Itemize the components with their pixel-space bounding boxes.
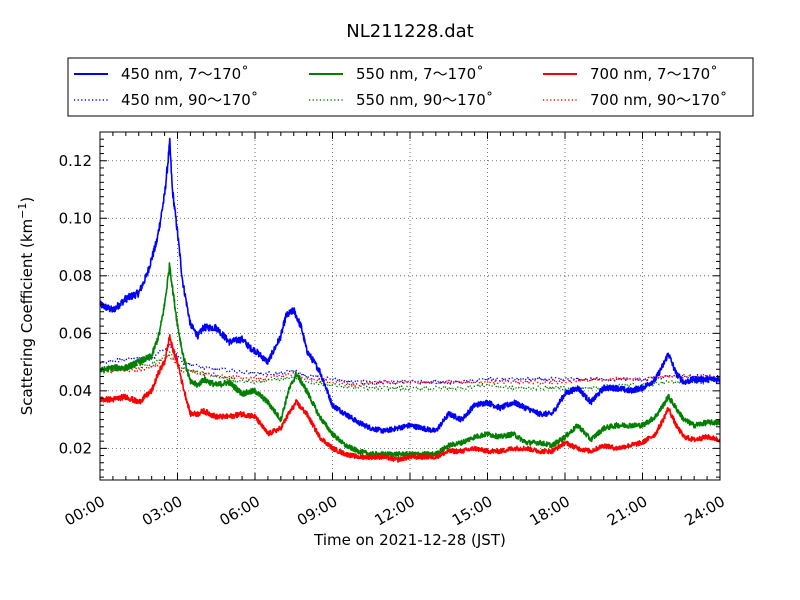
x-tick-labels: 00:00 03:00 06:00 09:00 12:00 15:00 18:00 21:00… [62, 492, 728, 529]
y-tick-label: 0.10 [59, 209, 92, 227]
y-axis-label-main: Scattering Coefficient (km [18, 219, 36, 415]
chart-title: NL211228.dat [346, 21, 473, 42]
x-axis-label: Time on 2021-12-28 (JST) [313, 531, 506, 549]
x-tick-label: 03:00 [139, 492, 185, 529]
y-tick-label: 0.04 [59, 382, 92, 400]
grid-lines [100, 132, 720, 480]
series-line-3 [100, 262, 720, 458]
legend-label: 550 nm, 90～170˚ [356, 91, 493, 109]
legend-label: 700 nm, 7～170˚ [590, 65, 718, 83]
legend: 450 nm, 7～170˚ 550 nm, 7～170˚ 700 nm, 7～17… [67, 57, 754, 117]
x-tick-label: 06:00 [217, 492, 263, 529]
ticks [99, 131, 721, 480]
series-line-6 [100, 354, 720, 387]
y-axis-label-sup: −1 [16, 203, 29, 219]
x-tick-label: 12:00 [372, 492, 418, 529]
x-tick-label: 15:00 [449, 492, 495, 529]
plot-area: 00:00 03:00 06:00 09:00 12:00 15:00 18:00 21:00… [59, 131, 728, 529]
series-line-2 [100, 343, 720, 385]
x-tick-label: 09:00 [294, 492, 340, 529]
x-tick-label: 21:00 [604, 492, 650, 529]
y-axis-label: Scattering Coefficient (km−1) [16, 197, 36, 416]
x-tick-label: 24:00 [682, 492, 728, 529]
y-tick-label: 0.08 [59, 267, 92, 285]
y-tick-label: 0.02 [59, 439, 92, 457]
series-group [100, 137, 720, 463]
legend-box [67, 57, 754, 117]
y-tick-label: 0.06 [59, 324, 92, 342]
series-line-5 [100, 334, 720, 463]
x-tick-label: 00:00 [62, 492, 108, 529]
y-tick-label: 0.12 [59, 152, 92, 170]
legend-label: 550 nm, 7～170˚ [356, 65, 484, 83]
legend-label: 450 nm, 7～170˚ [121, 65, 249, 83]
y-axis-label-end: ) [18, 197, 36, 203]
legend-label: 450 nm, 90～170˚ [121, 91, 258, 109]
legend-label: 700 nm, 90～170˚ [590, 91, 727, 109]
series-line-1 [100, 137, 720, 434]
legend-entries: 450 nm, 7～170˚ 550 nm, 7～170˚ 700 nm, 7～17… [74, 65, 727, 109]
x-tick-label: 18:00 [527, 492, 573, 529]
y-tick-labels: 0.02 0.04 0.06 0.08 0.10 0.12 [59, 152, 92, 458]
